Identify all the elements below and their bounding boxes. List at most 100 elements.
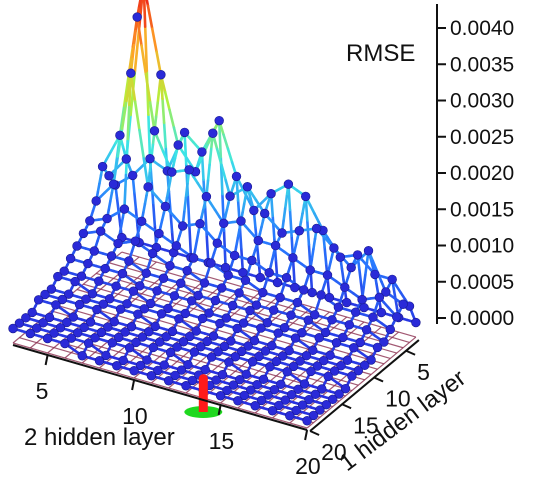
surface-point [272,277,283,288]
surface-point [366,355,376,365]
surface-point [57,294,67,305]
surface-mesh-segment [167,179,172,191]
surface-mesh-segment [399,291,407,301]
surface-point [182,265,192,276]
surface-mesh-segment [119,216,125,228]
surface-mesh-segment [181,150,189,160]
surface-point [62,317,72,328]
surface-mesh-segment [271,214,276,240]
surface-mesh-segment [150,27,158,54]
surface-point [340,383,351,394]
surface-point [276,379,286,390]
surface-point [253,235,263,246]
surface-mesh-segment [169,210,174,234]
surface-point [255,272,265,283]
surface-mesh-segment [137,0,142,10]
surface-point [411,317,421,328]
surface-point [267,406,278,416]
surface-mesh-segment [206,163,211,183]
surface-mesh-segment [192,175,200,185]
surface-point [55,323,66,333]
surface-point [215,391,226,401]
surface-point [291,405,301,416]
surface-point [115,130,125,141]
surface-point [180,308,191,319]
surface-point [201,191,212,202]
surface-mesh-segment [283,195,289,210]
surface-point [328,394,338,405]
surface-point [130,236,141,246]
surface-point [224,357,234,367]
surface-point [285,411,295,421]
surface-point [8,323,18,334]
surface-point [117,268,128,279]
surface-point [122,299,132,309]
surface-point [128,170,138,181]
surface-point [351,307,361,317]
surface-point [167,326,178,337]
surface-point [195,219,205,229]
x-axis-tick [217,404,222,416]
surface-point [103,322,113,332]
surface-mesh-segment [242,194,248,206]
surface-mesh-segment [184,182,189,200]
surface-point [260,208,270,219]
surface-point [206,352,217,362]
surface-point [239,390,250,401]
surface-point [63,289,74,299]
surface-point [98,299,109,309]
surface-point [230,352,241,362]
surface-mesh-segment [133,100,141,132]
surface-point [260,346,271,356]
surface-mesh-segment [168,108,176,129]
surface-mesh-segment [144,72,152,104]
surface-point [347,371,357,381]
surface-point [228,380,239,390]
surface-point [334,389,344,399]
z-axis-title: RMSE [346,40,415,67]
surface-mesh-segment [323,245,328,266]
surface-mesh-segment [120,99,128,130]
surface-mesh-segment [222,133,230,150]
surface-point [197,147,207,157]
x-axis-tick [304,429,309,441]
surface-point [294,226,304,236]
surface-point [232,323,242,334]
surface-point [226,336,236,346]
surface-point [314,333,324,343]
surface-point [66,333,77,343]
surface-point [250,401,260,411]
minimum-marker-bar [198,378,208,412]
surface-mesh-segment [142,202,147,215]
surface-mesh-segment [312,237,317,251]
surface-mesh-segment [357,266,363,283]
surface-point [308,345,318,356]
surface-mesh-segment [193,239,199,251]
surface-point [178,221,188,231]
surface-point [387,274,397,285]
surface-mesh-segment [156,87,161,105]
y-axis-tick [309,430,320,436]
surface-point [74,299,85,310]
surface-mesh-segment [131,43,136,61]
surface-point [376,307,386,318]
surface-point [115,304,126,314]
surface-point [229,250,240,261]
surface-point [120,327,130,337]
surface-point [179,127,190,138]
surface-point [360,360,370,371]
surface-point [208,128,218,138]
surface-point [301,351,312,361]
surface-point [143,182,153,192]
surface-mesh-segment [146,4,154,31]
surface-point [144,327,154,337]
surface-point [370,269,380,280]
surface-point [223,270,233,280]
surface-point [96,327,107,338]
surface-point [346,262,356,273]
surface-point [372,342,383,353]
surface-point [87,289,98,299]
surface-point [196,342,206,352]
surface-point [280,395,290,405]
surface-point [319,356,329,366]
